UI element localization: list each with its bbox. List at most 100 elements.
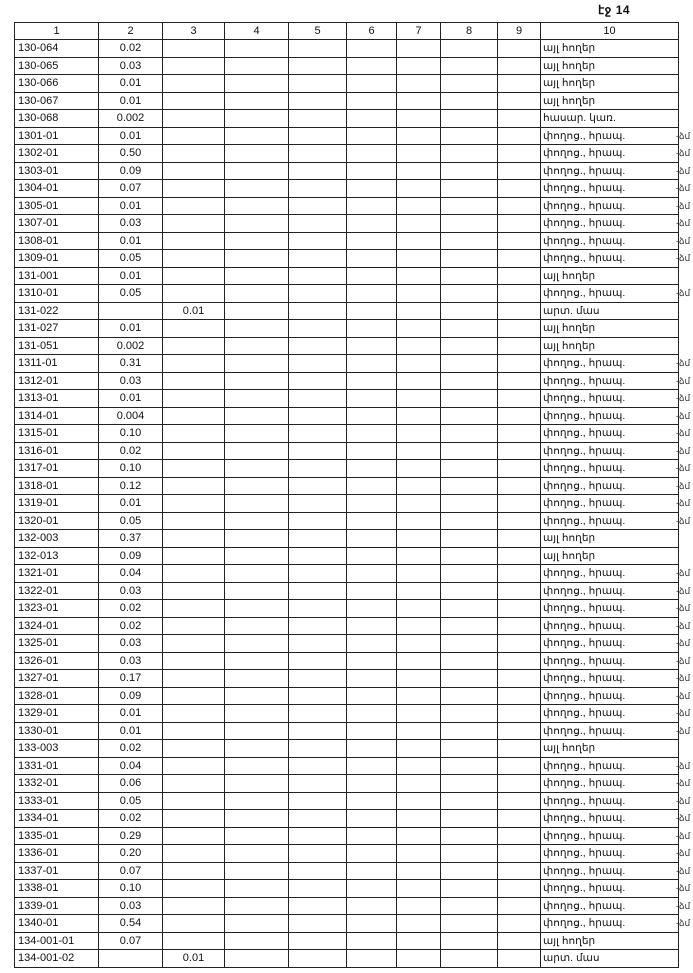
cell-col-10: փողոց., հրապ. — [540, 669, 679, 688]
cell-col-3 — [162, 424, 225, 443]
cell-col-4 — [224, 669, 289, 688]
cell-col-2: 0.29 — [98, 826, 163, 845]
cell-col-3 — [162, 564, 225, 583]
cell-col-6 — [346, 721, 397, 740]
cell-col-3 — [162, 581, 225, 600]
cell-col-8 — [440, 284, 498, 303]
cell-col-2: 0.03 — [98, 56, 163, 75]
cell-col-2: 0.54 — [98, 914, 163, 933]
cell-col-6 — [346, 459, 397, 478]
cell-col-7 — [396, 459, 441, 478]
cell-col-7 — [396, 914, 441, 933]
cell-col-8 — [440, 774, 498, 793]
cell-col-4 — [224, 56, 289, 75]
cell-col-7 — [396, 266, 441, 285]
cell-col-7 — [396, 791, 441, 810]
cell-col-2: 0.03 — [98, 214, 163, 233]
cell-col-6 — [346, 179, 397, 198]
cell-col-3 — [162, 494, 225, 513]
cell-col-2 — [98, 301, 163, 320]
cell-col-1: 1302-01 — [14, 144, 99, 163]
margin-mark: -ձմ — [676, 708, 691, 718]
cell-col-9 — [497, 704, 541, 723]
cell-col-4 — [224, 914, 289, 933]
cell-col-4 — [224, 231, 289, 250]
table-row: 132-003 0.37 այլ հողեր — [14, 529, 679, 548]
cell-col-5 — [288, 56, 347, 75]
cell-col-10: փողոց., հրապ. — [540, 879, 679, 898]
cell-col-5 — [288, 931, 347, 950]
cell-col-8 — [440, 931, 498, 950]
cell-col-9 — [497, 179, 541, 198]
cell-col-3: 0.01 — [162, 949, 225, 968]
cell-col-1: 131-051 — [14, 336, 99, 355]
cell-col-1: 1337-01 — [14, 861, 99, 880]
cell-col-2: 0.05 — [98, 511, 163, 530]
cell-col-10: փողոց., հրապ. — [540, 406, 679, 425]
cell-col-6 — [346, 511, 397, 530]
cell-col-7 — [396, 144, 441, 163]
cell-col-2: 0.01 — [98, 704, 163, 723]
cell-col-4 — [224, 196, 289, 215]
cell-col-9 — [497, 266, 541, 285]
cell-col-2: 0.02 — [98, 809, 163, 828]
table-row: 1304-01 0.07 փողոց., հրապ. — [14, 179, 679, 198]
cell-col-10: փողոց., հրապ. — [540, 214, 679, 233]
cell-col-2: 0.06 — [98, 774, 163, 793]
cell-col-5 — [288, 249, 347, 268]
cell-col-6 — [346, 109, 397, 128]
cell-col-1: 1315-01 — [14, 424, 99, 443]
cell-col-7 — [396, 231, 441, 250]
margin-mark: -ձմ — [676, 130, 691, 141]
table-row: 1318-01 0.12 փողոց., հրապ. — [14, 476, 679, 495]
cell-col-5 — [288, 109, 347, 128]
cell-col-6 — [346, 564, 397, 583]
margin-mark: -ձմ — [676, 428, 691, 438]
margin-mark: -ձմ — [676, 900, 691, 911]
cell-col-10: փողոց., հրապ. — [540, 144, 679, 163]
cell-col-5 — [288, 284, 347, 303]
cell-col-3 — [162, 791, 225, 810]
cell-col-4 — [224, 91, 289, 110]
cell-col-2: 0.01 — [98, 196, 163, 215]
margin-mark: -ձմ — [676, 200, 691, 211]
cell-col-2: 0.17 — [98, 669, 163, 688]
cell-col-9 — [497, 914, 541, 933]
cell-col-1: 1333-01 — [14, 791, 99, 810]
cell-col-6 — [346, 494, 397, 513]
cell-col-3 — [162, 599, 225, 618]
cell-col-4 — [224, 441, 289, 460]
cell-col-6 — [346, 74, 397, 93]
table-row: 1327-01 0.17 փողոց., հրապ. — [14, 669, 679, 688]
cell-col-5 — [288, 756, 347, 775]
cell-col-5 — [288, 529, 347, 548]
column-header: 4 — [224, 22, 289, 40]
cell-col-8 — [440, 371, 498, 390]
cell-col-2: 0.01 — [98, 266, 163, 285]
cell-col-3 — [162, 231, 225, 250]
margin-mark: -ձմ — [676, 673, 691, 683]
cell-col-8 — [440, 686, 498, 705]
cell-col-6 — [346, 616, 397, 635]
cell-col-7 — [396, 686, 441, 705]
cell-col-4 — [224, 564, 289, 583]
cell-col-8 — [440, 879, 498, 898]
cell-col-3 — [162, 126, 225, 145]
cell-col-5 — [288, 739, 347, 758]
margin-mark: -ձմ — [676, 918, 691, 928]
cell-col-4 — [224, 704, 289, 723]
cell-col-10: փողոց., հրապ. — [540, 371, 679, 390]
cell-col-6 — [346, 599, 397, 618]
cell-col-6 — [346, 39, 397, 58]
cell-col-2: 0.07 — [98, 861, 163, 880]
cell-col-3 — [162, 861, 225, 880]
cell-col-8 — [440, 74, 498, 93]
margin-mark: -ձմ — [676, 183, 691, 193]
cell-col-10: փողոց., հրապ. — [540, 809, 679, 828]
margin-mark: -ձմ — [676, 603, 691, 613]
cell-col-7 — [396, 109, 441, 128]
table-row: 1335-01 0.29 փողոց., հրապ. — [14, 826, 679, 845]
cell-col-9 — [497, 879, 541, 898]
cell-col-6 — [346, 809, 397, 828]
cell-col-7 — [396, 511, 441, 530]
